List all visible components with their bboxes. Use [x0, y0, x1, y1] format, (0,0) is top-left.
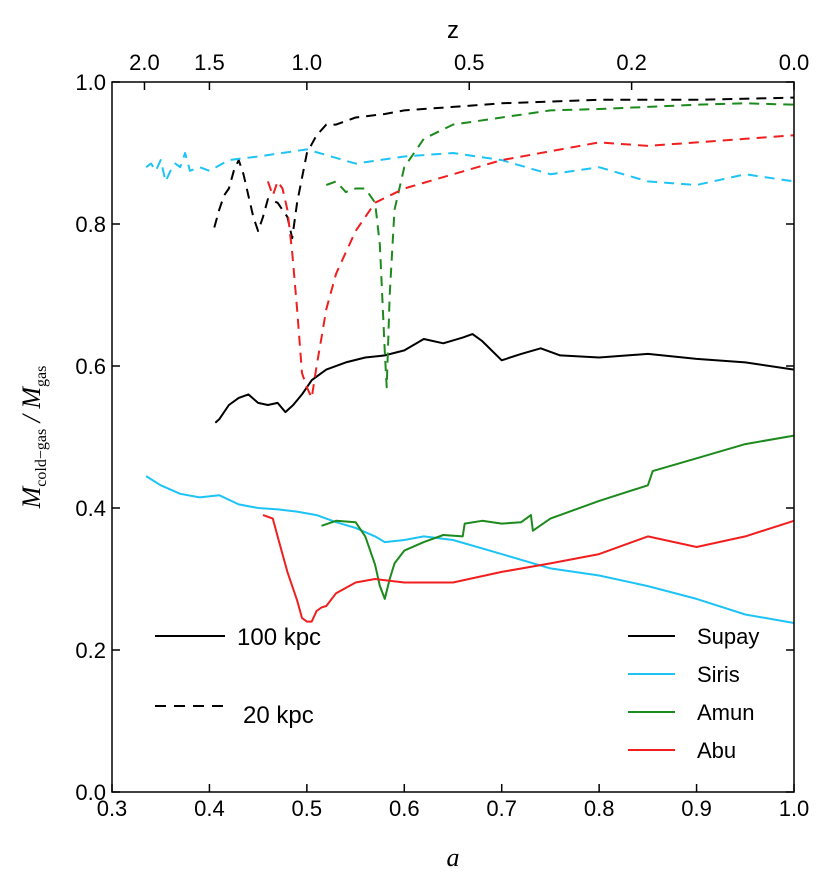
z-tick-label-0-0: 0.0: [779, 50, 810, 75]
series-line-siris-100-kpc: [145, 475, 795, 624]
series-legend: Supay Siris Amun Abu: [628, 624, 759, 763]
style-legend-dashed-label: 20 kpc: [243, 702, 314, 729]
y-label-sep: / M: [17, 386, 46, 429]
x-tick-label-0-4: 0.4: [194, 796, 225, 821]
y-tick-label-1-0: 1.0: [75, 70, 106, 95]
x-tick-label-0-3: 0.3: [97, 796, 128, 821]
y-axis-label: Mcold−gas / Mgas: [17, 366, 50, 510]
legend-label-supay: Supay: [697, 624, 759, 649]
z-tick-label-0-5: 0.5: [454, 50, 485, 75]
series-line-amun-100-kpc: [321, 434, 795, 600]
z-tick-label-0-2: 0.2: [616, 50, 647, 75]
style-legend: 100 kpc 20 kpc: [155, 624, 321, 729]
top-axis-label: z: [447, 17, 459, 44]
series-group: [145, 96, 795, 624]
x-tick-label-0-6: 0.6: [389, 796, 420, 821]
y-label-sub2: gas: [33, 366, 50, 387]
x-tick-label-0-9: 0.9: [681, 796, 712, 821]
series-line-abu-20-kpc: [266, 134, 795, 399]
series-line-abu-100-kpc: [262, 514, 795, 623]
series-line-amun-20-kpc: [325, 102, 795, 389]
y-tick-label-0-4: 0.4: [75, 496, 106, 521]
y-tick-label-0-0: 0.0: [75, 780, 106, 805]
legend-label-abu: Abu: [697, 738, 736, 763]
y-label-main: M: [17, 485, 46, 509]
z-tick-label-1-0: 1.0: [292, 50, 323, 75]
ticks-group: 0.3 0.4 0.5 0.6 0.7 0.8 0.9 1.0 0.0 0.2 0.4 0.6 0.8 1…: [75, 50, 809, 821]
z-tick-label-1-5: 1.5: [194, 50, 225, 75]
y-tick-label-0-2: 0.2: [75, 638, 106, 663]
z-tick-label-2-0: 2.0: [129, 50, 160, 75]
x-tick-label-0-7: 0.7: [486, 796, 517, 821]
legend-label-amun: Amun: [697, 700, 754, 725]
style-legend-solid-label: 100 kpc: [237, 624, 321, 651]
x-tick-label-1-0: 1.0: [779, 796, 810, 821]
y-label-sub1: cold−gas: [33, 429, 50, 487]
y-tick-label-0-8: 0.8: [75, 212, 106, 237]
series-line-supay-100-kpc: [214, 333, 795, 424]
plot-frame: [111, 81, 795, 793]
x-axis-label: a: [447, 843, 460, 872]
x-tick-label-0-5: 0.5: [292, 796, 323, 821]
series-line-siris-20-kpc: [145, 148, 795, 186]
x-tick-label-0-8: 0.8: [584, 796, 615, 821]
legend-label-siris: Siris: [697, 662, 740, 687]
y-tick-label-0-6: 0.6: [75, 354, 106, 379]
